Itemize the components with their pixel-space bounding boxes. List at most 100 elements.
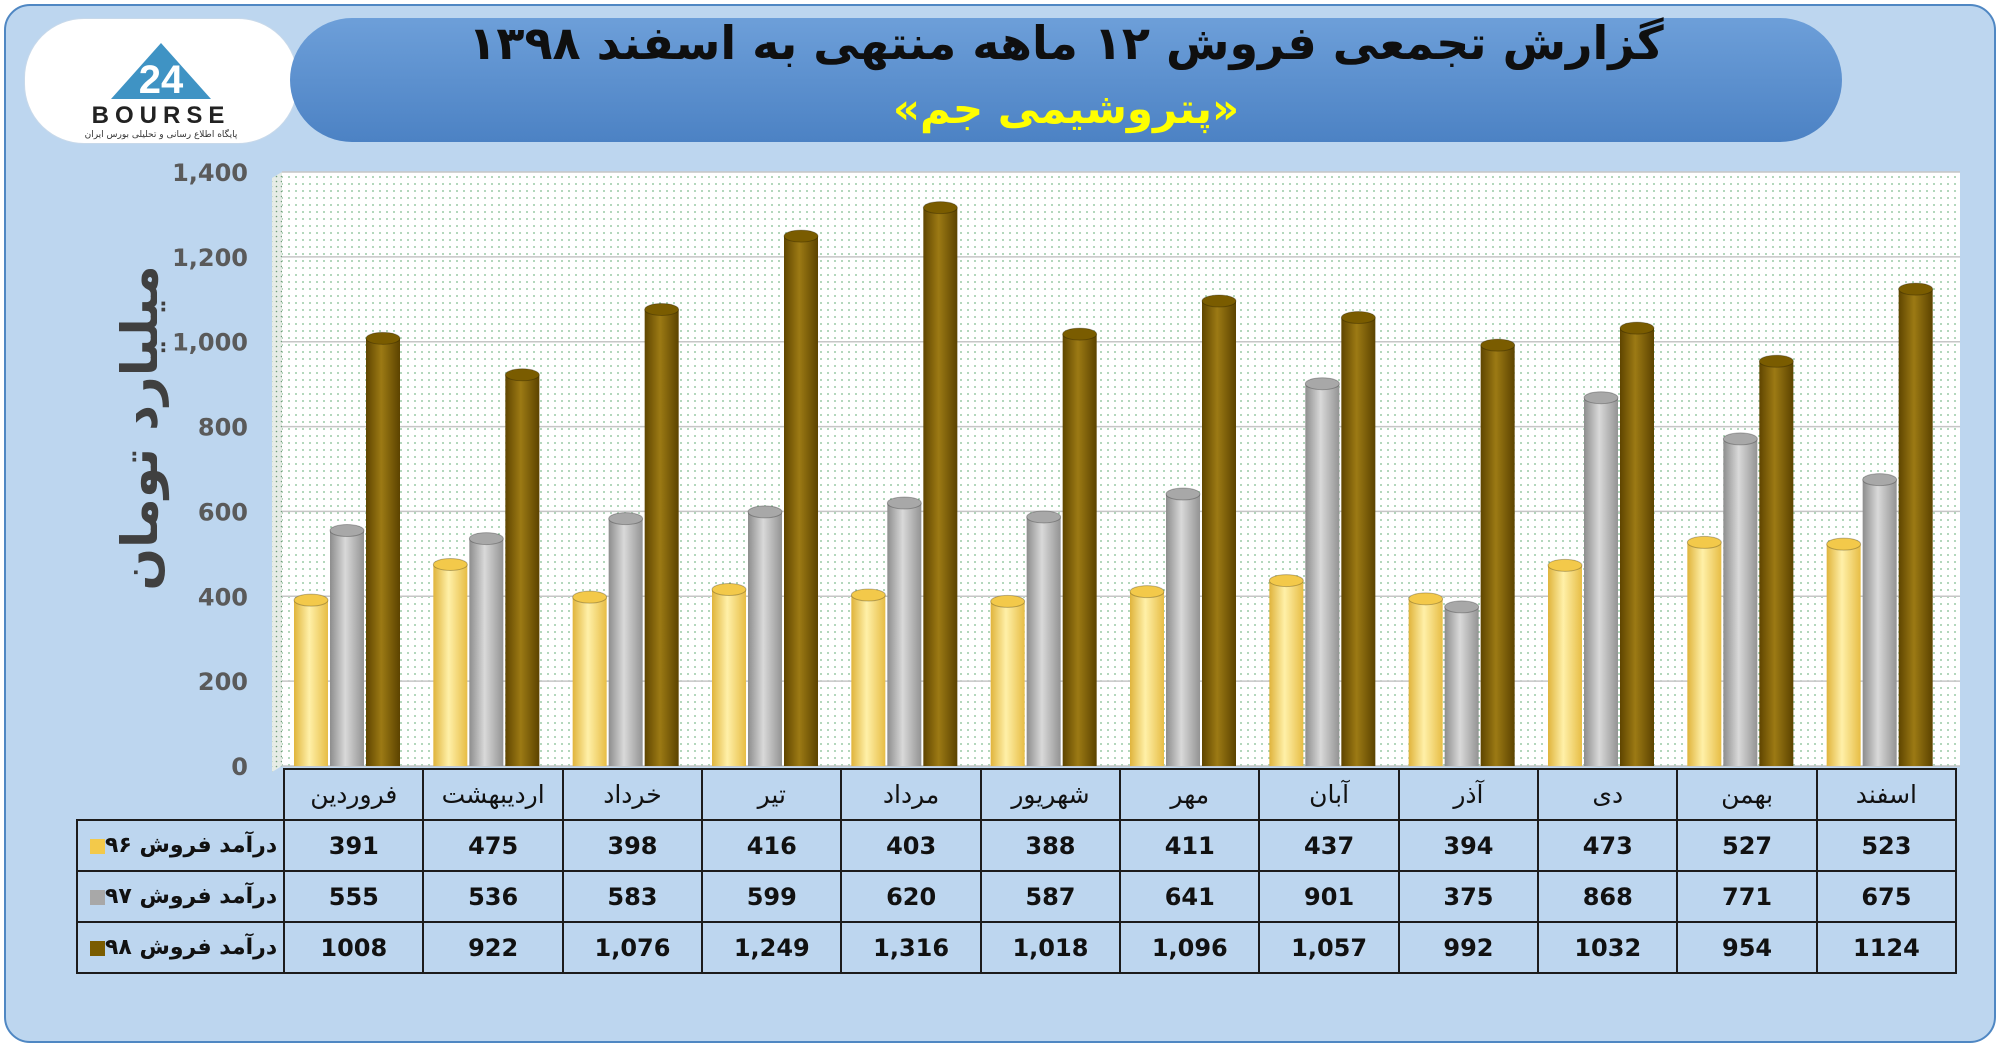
bar-body <box>1862 479 1897 766</box>
bar-97 <box>468 532 504 766</box>
bar-96 <box>1826 537 1862 766</box>
data-cell: 1032 <box>1537 921 1679 974</box>
logo-tagline: پایگاه اطلاع رسانی و تحلیلی بورس ایران <box>85 128 238 140</box>
data-cell: 416 <box>701 819 843 872</box>
bar-top <box>1686 535 1722 549</box>
data-cell: 555 <box>283 870 425 923</box>
month-label: اسفند <box>1815 768 1958 821</box>
y-tick-label: 600 <box>198 498 248 526</box>
series-name: درآمد فروش ۹۸ <box>105 935 278 960</box>
y-tick-label: 800 <box>198 414 248 442</box>
data-cell: 403 <box>840 819 982 872</box>
bar-97 <box>608 512 644 766</box>
data-cell: 473 <box>1537 819 1679 872</box>
bar-96 <box>432 557 468 766</box>
data-cell: 398 <box>561 819 704 872</box>
bar-top <box>572 590 608 604</box>
bar-body <box>469 538 504 766</box>
bourse24-logo-icon: 24 BOURSE پایگاه اطلاع رسانی و تحلیلی بو… <box>85 43 238 140</box>
bar-top <box>1758 354 1794 368</box>
month-label: آبان <box>1258 768 1400 821</box>
data-cell: 1,018 <box>979 921 1122 974</box>
series-legend-label: درآمد فروش ۹۷ <box>75 870 286 923</box>
legend-swatch <box>90 838 105 854</box>
bar-body <box>990 601 1025 766</box>
plot-background <box>282 172 1960 766</box>
bar-98 <box>1480 338 1516 766</box>
bar-98 <box>1340 311 1376 766</box>
bar-top <box>1722 432 1758 446</box>
series-name: درآمد فروش ۹۶ <box>105 833 278 858</box>
bar-top <box>990 594 1026 608</box>
y-tick-label: 400 <box>198 583 248 611</box>
bar-top <box>1062 327 1098 341</box>
bar-top <box>1026 510 1062 524</box>
logo-numeral: 24 <box>139 58 184 102</box>
data-cell: 1,249 <box>701 921 843 974</box>
bar-body <box>366 338 400 766</box>
bar-body <box>1130 591 1164 766</box>
bar-top <box>608 512 644 526</box>
data-cell: 901 <box>1258 870 1400 923</box>
bar-body <box>608 518 643 766</box>
bar-top <box>886 496 922 510</box>
bar-96 <box>1268 574 1304 766</box>
bar-body <box>644 309 679 766</box>
bar-top <box>783 229 819 243</box>
data-cell: 868 <box>1537 870 1679 923</box>
bar-body <box>1408 598 1443 766</box>
data-cell: 771 <box>1676 870 1818 923</box>
data-cell: 1008 <box>283 921 425 974</box>
bar-97 <box>329 524 365 766</box>
bar-96 <box>990 594 1026 766</box>
data-cell: 1,096 <box>1119 921 1261 974</box>
data-cell: 599 <box>701 870 843 923</box>
month-label: تیر <box>701 768 843 821</box>
bar-top <box>1165 487 1201 501</box>
bar-97 <box>1722 432 1758 766</box>
bar-body <box>1898 289 1933 766</box>
bar-top <box>1480 338 1516 352</box>
bar-top <box>1547 558 1583 572</box>
data-cell: 437 <box>1258 819 1400 872</box>
bar-body <box>330 530 364 766</box>
data-cell: 375 <box>1397 870 1540 923</box>
data-cell: 411 <box>1119 819 1261 872</box>
bar-97 <box>1444 600 1480 766</box>
bar-body <box>572 597 607 766</box>
bar-top <box>1408 592 1444 606</box>
bar-97 <box>1304 377 1340 766</box>
bar-top <box>1898 282 1934 296</box>
bar-97 <box>1583 391 1619 766</box>
bar-98 <box>365 331 401 766</box>
month-label: فروردین <box>283 768 425 821</box>
bar-96 <box>1686 535 1722 766</box>
data-cell: 523 <box>1815 819 1958 872</box>
bar-body <box>1444 606 1479 766</box>
bar-top <box>922 201 958 215</box>
data-cell: 675 <box>1815 870 1958 923</box>
data-cell: 922 <box>422 921 564 974</box>
y-tick-label: 1,400 <box>172 159 248 187</box>
data-cell: 475 <box>422 819 564 872</box>
title-bar <box>290 18 1842 142</box>
bar-body <box>294 600 328 766</box>
bar-98 <box>783 229 819 766</box>
bar-top <box>1619 321 1655 335</box>
bar-97 <box>886 496 922 766</box>
bar-98 <box>1898 282 1934 766</box>
bar-body <box>1584 397 1618 766</box>
bar-96 <box>1547 558 1583 766</box>
bar-97 <box>1165 487 1201 766</box>
bar-body <box>851 595 886 766</box>
y-tick-label: 200 <box>198 668 248 696</box>
data-cell: 1,076 <box>561 921 704 974</box>
bar-body <box>1202 300 1236 766</box>
data-cell: 391 <box>283 819 425 872</box>
data-cell: 388 <box>979 819 1122 872</box>
bar-body <box>1548 565 1582 766</box>
bar-body <box>1620 328 1654 766</box>
bar-96 <box>850 588 886 766</box>
month-label: مهر <box>1119 768 1261 821</box>
bar-96 <box>1408 592 1444 766</box>
